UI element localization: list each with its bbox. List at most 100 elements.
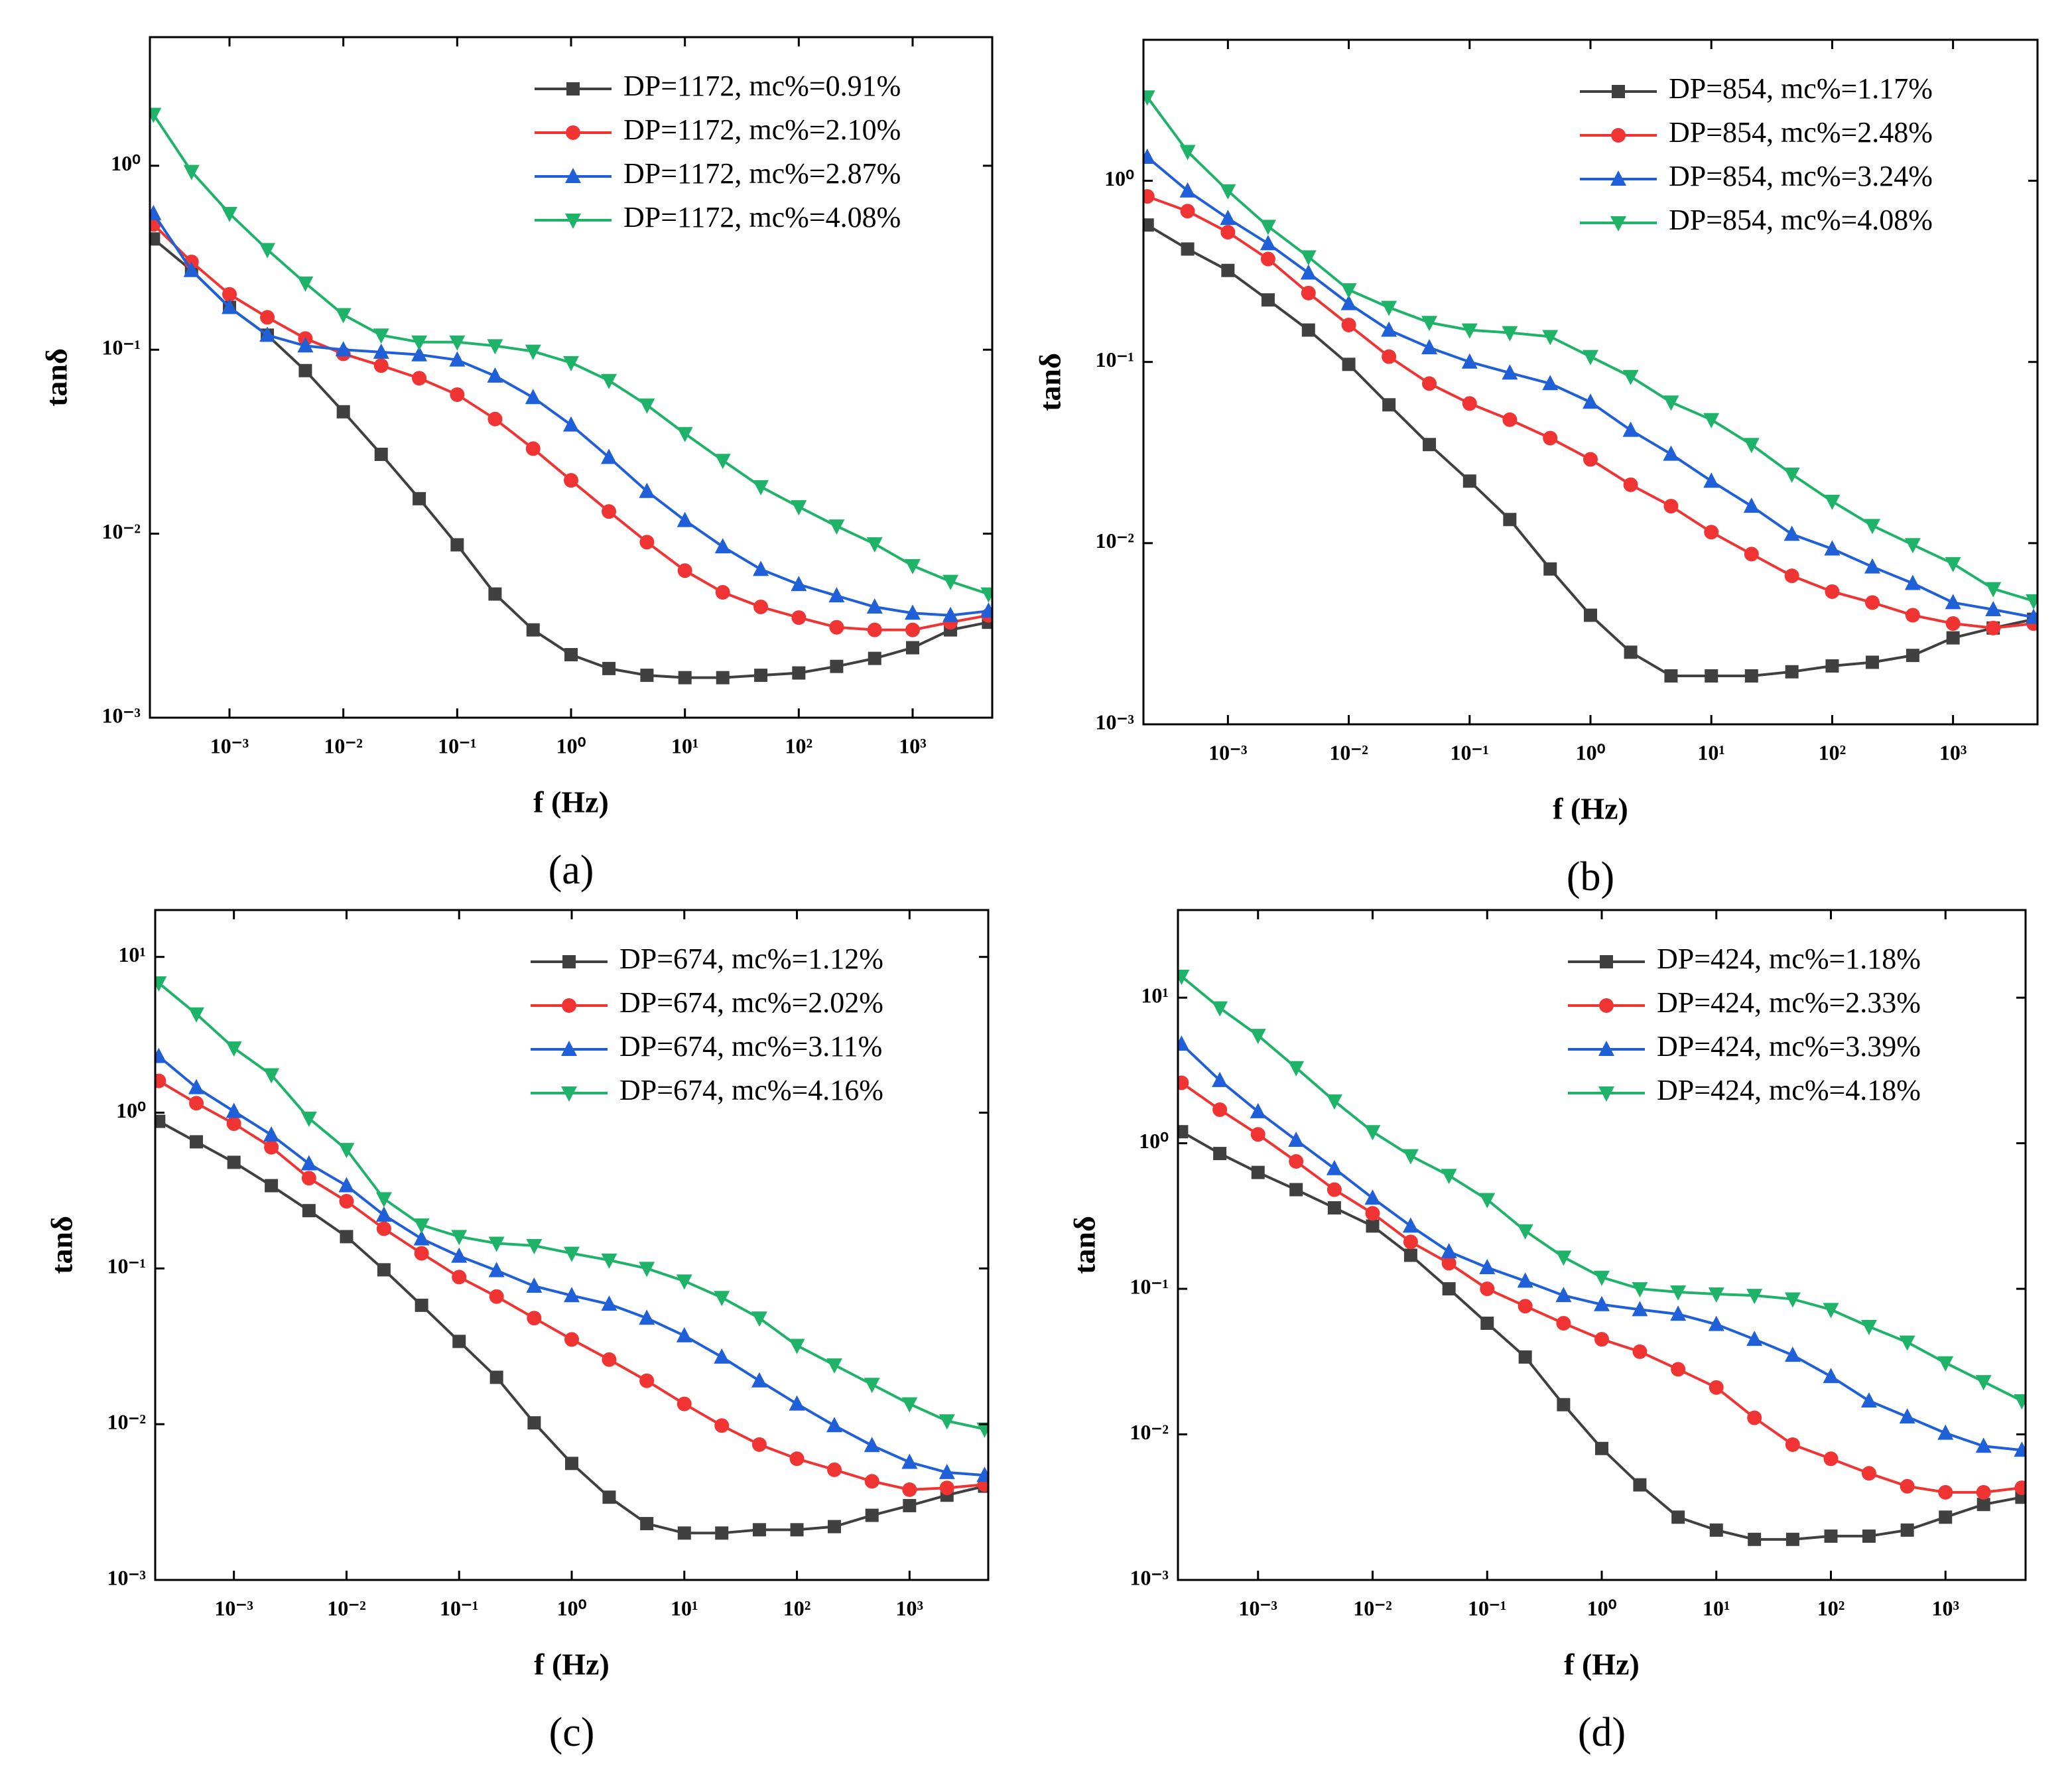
marker (1583, 452, 1598, 467)
marker (451, 1230, 468, 1246)
marker (1555, 1250, 1572, 1266)
marker (1143, 90, 1155, 106)
marker (1143, 189, 1155, 204)
marker (489, 1289, 504, 1304)
marker (752, 1523, 766, 1537)
marker (452, 1270, 467, 1285)
marker (413, 491, 426, 505)
marker (601, 373, 617, 389)
marker (1825, 584, 1840, 599)
marker (1670, 1305, 1687, 1321)
legend-label: DP=1172, mc%=4.08% (623, 201, 901, 233)
marker (677, 563, 692, 578)
marker (1178, 1125, 1189, 1139)
marker (1899, 1335, 1915, 1351)
marker (150, 107, 162, 123)
marker (1622, 369, 1639, 385)
marker (414, 1246, 429, 1261)
plot-frame (154, 909, 990, 1581)
x-tick-label: 10¹ (1697, 740, 1725, 764)
x-tick-label: 10³ (899, 734, 927, 757)
marker (1864, 519, 1881, 535)
marker (1542, 375, 1559, 391)
plot-area (1178, 970, 2026, 1546)
x-tick-label: 10⁻¹ (1468, 1596, 1506, 1620)
marker (942, 606, 959, 622)
marker (564, 1287, 580, 1303)
marker (1985, 582, 2002, 598)
marker (1542, 330, 1559, 346)
marker (1785, 1532, 1799, 1546)
marker (905, 604, 921, 620)
marker (411, 346, 428, 361)
marker (375, 1206, 392, 1222)
marker (222, 287, 237, 302)
legend-label: DP=674, mc%=3.11% (619, 1030, 882, 1063)
legend-label: DP=424, mc%=3.39% (1657, 1030, 1921, 1063)
legend-marker (565, 168, 581, 183)
marker (1462, 396, 1477, 411)
marker (867, 622, 882, 637)
marker (376, 1221, 391, 1236)
marker (1423, 438, 1437, 452)
marker (1705, 669, 1718, 683)
marker (338, 1177, 355, 1193)
marker (1342, 358, 1356, 371)
marker (1503, 513, 1517, 527)
marker (373, 343, 389, 359)
marker (1670, 1285, 1687, 1301)
marker (753, 480, 769, 495)
marker (602, 1490, 616, 1504)
marker (1251, 1165, 1265, 1179)
marker (335, 341, 352, 357)
marker (1784, 568, 1799, 584)
marker (1664, 669, 1678, 683)
legend-marker (1612, 85, 1625, 98)
plot-area (1143, 90, 2038, 683)
legend-marker (565, 214, 581, 229)
marker (905, 622, 921, 637)
marker (1866, 655, 1880, 669)
marker (602, 661, 616, 675)
marker (564, 648, 578, 662)
marker (1825, 659, 1839, 673)
marker (1823, 1303, 1839, 1319)
legend-label: DP=674, mc%=1.12% (619, 943, 883, 975)
marker (714, 1418, 730, 1433)
marker (1300, 250, 1317, 266)
series-line (1147, 195, 2034, 629)
marker (639, 1373, 655, 1388)
marker (1747, 1410, 1762, 1425)
marker (1260, 235, 1276, 251)
legend-label: DP=1172, mc%=2.10% (623, 113, 901, 146)
marker (826, 1358, 842, 1374)
marker (639, 1262, 655, 1277)
x-tick-label: 10¹ (671, 1596, 698, 1620)
y-tick-label: 10⁻¹ (1096, 348, 1134, 371)
x-tick-label: 10² (783, 1596, 811, 1620)
marker (1250, 1127, 1265, 1142)
marker (601, 448, 617, 464)
y-tick-label: 10⁻³ (1096, 710, 1134, 734)
y-tick-label: 10⁻³ (102, 703, 141, 727)
x-tick-label: 10³ (1939, 740, 1967, 764)
marker (155, 1073, 166, 1088)
y-tick-label: 10⁻² (1130, 1420, 1169, 1444)
marker (791, 610, 807, 625)
legend-marker (562, 998, 576, 1013)
y-axis-label: tanδ (45, 1216, 79, 1274)
marker (1746, 1331, 1763, 1346)
marker (791, 500, 807, 516)
marker (1900, 1478, 1915, 1494)
marker (1937, 1356, 1954, 1372)
y-tick-label: 10⁻¹ (102, 336, 141, 360)
legend-marker (1610, 216, 1626, 231)
marker (1442, 1282, 1456, 1296)
marker (259, 326, 276, 342)
marker (1937, 1424, 1954, 1440)
x-tick-label: 10⁻² (327, 1596, 365, 1620)
plot-frame (1177, 909, 2027, 1581)
marker (1704, 525, 1719, 540)
marker (1301, 285, 1316, 300)
